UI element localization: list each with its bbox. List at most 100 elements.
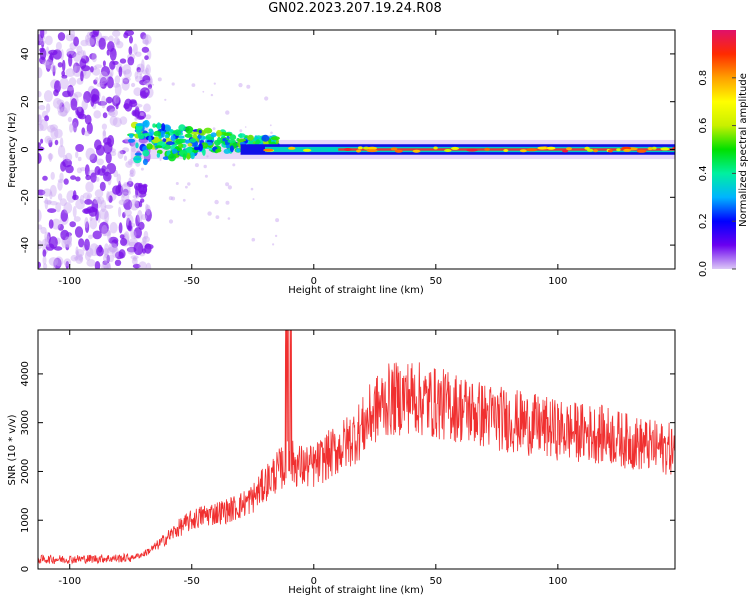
spectrogram-band-blob bbox=[156, 152, 161, 158]
spectrogram-band-blob bbox=[216, 129, 222, 138]
spectrogram-noise-blob bbox=[123, 32, 129, 39]
spectrogram-noise-blob bbox=[109, 69, 114, 77]
spectrogram-band-blob bbox=[225, 144, 231, 149]
spectrogram-noise-blob bbox=[145, 64, 151, 75]
spectrogram-noise-blob bbox=[42, 188, 52, 197]
spectrogram-noise-blob bbox=[93, 65, 97, 71]
spectrogram-noise-blob bbox=[127, 159, 133, 166]
spectrogram-noise-blob bbox=[45, 59, 51, 72]
spectrogram-noise-blob bbox=[48, 152, 53, 162]
spectrogram-band-blob bbox=[134, 152, 142, 156]
spectrogram-band-blob bbox=[169, 129, 174, 133]
spectrogram-noise-blob bbox=[62, 158, 72, 168]
spectrogram-band-blob bbox=[237, 138, 246, 142]
spectrogram-noise-blob bbox=[96, 158, 104, 166]
spectrogram-noise-blob bbox=[79, 194, 85, 205]
spectrogram-band-blob bbox=[222, 138, 227, 142]
spectrogram-faint-dot bbox=[212, 127, 216, 130]
spectrogram-noise-blob bbox=[121, 191, 130, 203]
spectrogram-band-blob bbox=[171, 148, 178, 154]
spectrogram-noise-blob bbox=[120, 237, 128, 246]
spectrogram-peak-blob bbox=[343, 148, 352, 151]
spectrogram-band-blob bbox=[170, 135, 176, 142]
spectrogram-noise-blob bbox=[89, 153, 98, 164]
spectrogram-noise-blob bbox=[44, 197, 49, 210]
spectrogram-noise-blob bbox=[48, 236, 58, 249]
spectrogram-faint-dot bbox=[202, 90, 205, 93]
spectrogram-noise-blob bbox=[84, 238, 90, 251]
spectrogram-noise-blob bbox=[55, 41, 62, 51]
spectrogram-peak-blob bbox=[366, 149, 378, 153]
spectrogram-noise-blob bbox=[60, 209, 68, 222]
spectrogram-noise-blob bbox=[42, 175, 48, 181]
spectrogram-noise-blob bbox=[38, 104, 46, 111]
spectrogram-noise-blob bbox=[89, 53, 97, 60]
spectrogram-noise-blob bbox=[137, 210, 143, 223]
spectrogram-faint-dot bbox=[191, 83, 196, 87]
spectrogram-noise-blob bbox=[118, 206, 122, 218]
spectrogram-noise-blob bbox=[115, 41, 124, 49]
spectrogram-noise-blob bbox=[49, 184, 57, 197]
snr-x-axis: -100 -50 0 50 100 bbox=[58, 330, 567, 587]
y-tick-label: 4000 bbox=[20, 361, 31, 386]
spectrogram-peak-blob bbox=[621, 146, 632, 150]
spectrogram-band-blob bbox=[215, 148, 222, 153]
spectrogram-noise-blob bbox=[50, 127, 59, 140]
spectrogram-noise-blob bbox=[107, 247, 116, 254]
spectrogram-noise-blob bbox=[73, 256, 83, 261]
spectrogram-noise-blob bbox=[102, 129, 107, 137]
spectrogram-noise-blob bbox=[137, 69, 143, 76]
spectrogram-noise-blob bbox=[86, 259, 96, 267]
spectrogram-noise-blob bbox=[121, 77, 131, 82]
spectrogram-noise-blob bbox=[84, 199, 93, 205]
spectrogram-noise-blob bbox=[142, 236, 150, 243]
spectrogram-noise-blob bbox=[119, 150, 126, 155]
spectrogram-noise-blob bbox=[132, 256, 137, 262]
spectrogram-noise-blob bbox=[57, 193, 63, 201]
spectrogram-noise-blob bbox=[142, 34, 152, 45]
spectrogram-faint-dot bbox=[168, 219, 174, 224]
spectrogram-band-blob bbox=[190, 152, 195, 160]
y-tick-label: -40 bbox=[20, 237, 31, 253]
spectrogram-noise-blob bbox=[128, 177, 132, 185]
spectrogram-noise-blob bbox=[101, 66, 110, 77]
spectrogram-noise-blob bbox=[42, 61, 51, 66]
spectrogram-peak-blob bbox=[546, 146, 556, 150]
spectrogram-peak-blob bbox=[451, 146, 459, 150]
spectrogram-noise-blob bbox=[137, 184, 144, 193]
spectrogram-noise-blob bbox=[102, 112, 108, 119]
spectrogram-faint-dot bbox=[264, 96, 269, 101]
spectrogram-noise-blob bbox=[135, 51, 142, 57]
figure-title: GN02.2023.207.19.24.R08 bbox=[268, 1, 442, 16]
y-tick-label: 0 bbox=[20, 146, 31, 152]
spectrogram-noise-blob bbox=[48, 257, 59, 266]
spectrogram-noise-blob bbox=[69, 221, 76, 228]
spectrogram-noise-blob bbox=[39, 56, 46, 65]
spectrogram-noise-blob bbox=[89, 216, 93, 221]
spectrogram-noise-blob bbox=[95, 77, 99, 82]
spectrogram-noise-blob bbox=[131, 257, 138, 265]
spectrogram-peak-blob bbox=[616, 148, 621, 152]
spectrogram-noise-blob bbox=[77, 51, 82, 56]
spectrogram-noise-blob bbox=[142, 69, 148, 75]
spectrogram-noise-blob bbox=[133, 227, 142, 239]
spectrogram-noise-blob bbox=[48, 139, 53, 148]
spectrogram-noise-blob bbox=[143, 184, 148, 194]
spectrogram-noise-blob bbox=[96, 246, 104, 257]
colorbar-tick-label: 0.2 bbox=[698, 213, 709, 229]
spectrogram-noise-blob bbox=[120, 183, 131, 195]
spectrogram-faint-dot bbox=[227, 217, 231, 220]
spectrogram-noise-blob bbox=[72, 122, 78, 133]
spectrogram-noise-blob bbox=[111, 83, 121, 88]
spectrogram-noise-blob bbox=[54, 128, 63, 139]
spectrogram-noise-blob bbox=[94, 189, 104, 198]
spectrogram-noise-blob bbox=[91, 199, 99, 213]
spectrogram-noise-blob bbox=[84, 114, 92, 125]
spectrogram-noise-blob bbox=[142, 236, 147, 245]
spectrogram-noise-blob bbox=[74, 91, 82, 98]
spectrogram-noise-blob bbox=[141, 59, 145, 73]
spectrogram-noise-blob bbox=[104, 243, 109, 256]
spectrogram-noise-blob bbox=[89, 217, 98, 230]
spectrogram-noise-blob bbox=[90, 88, 100, 102]
x-tick-label: 100 bbox=[548, 576, 567, 587]
